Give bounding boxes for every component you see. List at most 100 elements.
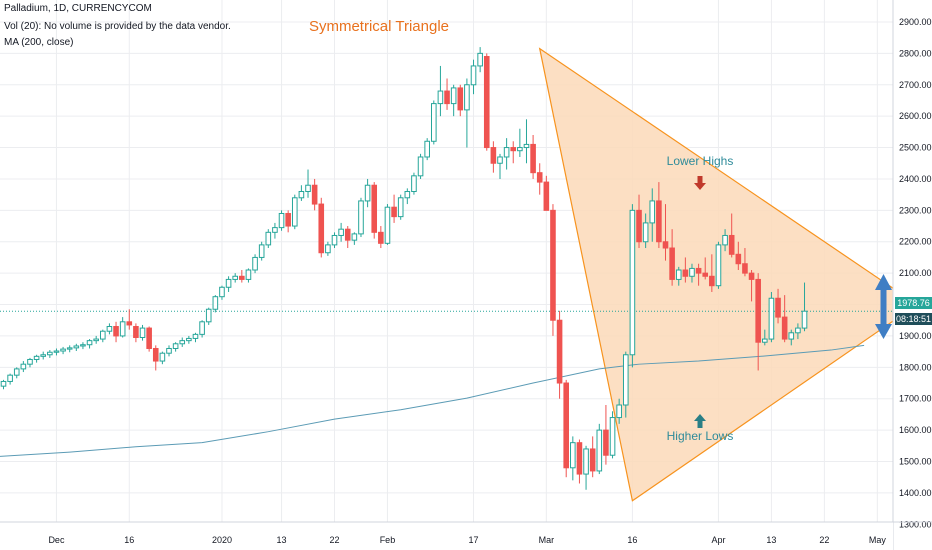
candle-up bbox=[331, 232, 338, 249]
candle-body bbox=[33, 355, 40, 360]
candle-up bbox=[13, 367, 20, 379]
candle-up bbox=[258, 241, 265, 261]
candle-up bbox=[450, 84, 457, 117]
candle-body bbox=[788, 332, 795, 340]
candle-body bbox=[60, 348, 66, 352]
candle-up bbox=[179, 337, 186, 347]
candle-body bbox=[450, 87, 457, 105]
price-tick-label: 2400.00 bbox=[899, 174, 932, 184]
symbol-info[interactable]: Palladium, 1D, CURRENCYCOM bbox=[4, 3, 152, 14]
candle-body bbox=[298, 191, 305, 199]
range-arrow-shaft bbox=[880, 287, 887, 327]
price-axis-background bbox=[893, 0, 932, 550]
candle-body bbox=[589, 448, 596, 472]
candle-body bbox=[656, 200, 662, 243]
candle-down bbox=[563, 379, 570, 478]
candle-up bbox=[159, 351, 166, 365]
candle-down bbox=[344, 226, 351, 249]
candle-up bbox=[464, 78, 470, 148]
candle-body bbox=[265, 231, 272, 246]
candle-down bbox=[775, 288, 781, 324]
candle-down bbox=[735, 241, 742, 270]
grid bbox=[0, 0, 893, 525]
symmetrical-triangle-drawing[interactable] bbox=[538, 47, 919, 502]
candle-down bbox=[589, 436, 596, 478]
candle-body bbox=[252, 256, 258, 271]
candle-body bbox=[689, 267, 695, 277]
candle-body bbox=[523, 143, 530, 149]
candle-body bbox=[709, 275, 715, 287]
candle-body bbox=[20, 363, 27, 370]
candle-down bbox=[378, 226, 384, 249]
candle-down bbox=[781, 295, 788, 343]
candle-body bbox=[0, 380, 7, 387]
candle-up bbox=[0, 379, 7, 390]
candle-body bbox=[695, 267, 702, 274]
candle-up bbox=[265, 229, 272, 249]
candle-body bbox=[325, 244, 331, 254]
candle-up bbox=[272, 222, 278, 239]
time-tick-label: 16 bbox=[124, 535, 134, 545]
bar-countdown-label: 08:18:51 bbox=[895, 313, 932, 325]
ma-info[interactable]: MA (200, close) bbox=[4, 37, 74, 48]
candle-up bbox=[583, 445, 589, 490]
candle-body bbox=[351, 233, 358, 241]
candle-body bbox=[649, 200, 656, 224]
candle-body bbox=[391, 206, 397, 218]
candle-up bbox=[517, 128, 523, 157]
candle-body bbox=[397, 197, 404, 218]
volume-info[interactable]: Vol (20): No volume is provided by the d… bbox=[4, 21, 231, 32]
candle-body bbox=[344, 228, 351, 241]
candle-down bbox=[669, 229, 675, 286]
candle-up bbox=[278, 210, 285, 231]
candle-body bbox=[762, 338, 768, 343]
candle-body bbox=[669, 247, 675, 280]
candle-body bbox=[318, 203, 325, 254]
candle-up bbox=[298, 185, 305, 201]
candle-body bbox=[172, 343, 179, 349]
candle-body bbox=[378, 231, 384, 244]
candle-up bbox=[291, 194, 298, 230]
triangle-shape bbox=[538, 47, 919, 502]
candle-up bbox=[60, 346, 66, 355]
price-tick-label: 2700.00 bbox=[899, 80, 932, 90]
candle-body bbox=[225, 278, 232, 288]
candle-body bbox=[563, 382, 570, 469]
candle-body bbox=[457, 87, 464, 111]
time-tick-label: 13 bbox=[766, 535, 776, 545]
time-tick-label: 22 bbox=[819, 535, 829, 545]
price-tick-label: 2600.00 bbox=[899, 111, 932, 121]
candle-body bbox=[536, 172, 543, 183]
candle-up bbox=[166, 345, 172, 357]
candle-body bbox=[742, 263, 748, 274]
time-axis: Dec1620201322Feb17Mar16Apr1322May12 bbox=[0, 521, 932, 550]
candle-body bbox=[53, 350, 60, 353]
candle-body bbox=[404, 191, 411, 199]
candle-down bbox=[742, 248, 748, 277]
candle-up bbox=[364, 178, 371, 208]
time-tick-label: Dec bbox=[48, 535, 65, 545]
candle-down bbox=[113, 321, 119, 343]
annotation-arrows bbox=[694, 176, 892, 428]
time-axis-background bbox=[0, 522, 893, 550]
candle-up bbox=[205, 307, 212, 325]
last-price-label: 1978.76 bbox=[895, 297, 932, 309]
price-tick-label: 1700.00 bbox=[899, 394, 932, 404]
candle-up bbox=[384, 204, 391, 245]
candle-up bbox=[616, 398, 622, 424]
candle-down bbox=[483, 53, 490, 151]
candle-up bbox=[232, 273, 238, 283]
candle-up bbox=[437, 65, 444, 117]
candle-body bbox=[133, 326, 139, 338]
candle-body bbox=[609, 417, 616, 456]
candle-body bbox=[603, 429, 609, 456]
candle-body bbox=[636, 209, 642, 243]
candle-body bbox=[543, 181, 550, 211]
candle-up bbox=[424, 138, 430, 161]
candle-up bbox=[53, 348, 60, 356]
candle-up bbox=[715, 241, 722, 289]
candle-up bbox=[762, 329, 768, 346]
candle-down bbox=[510, 141, 517, 164]
candle-body bbox=[622, 354, 629, 406]
